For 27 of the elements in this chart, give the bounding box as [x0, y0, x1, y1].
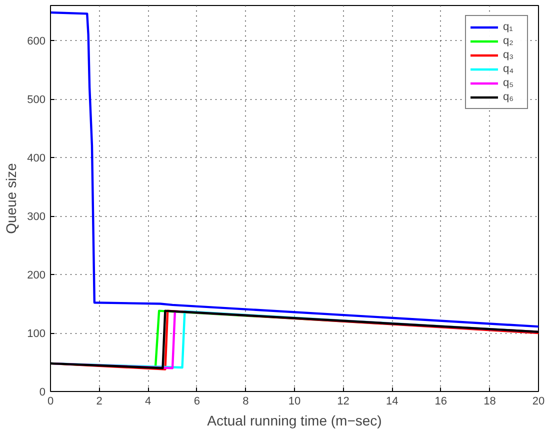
y-tick-label: 200: [27, 270, 46, 282]
legend-label: q₅: [503, 76, 515, 90]
x-tick-label: 8: [242, 396, 249, 408]
x-tick-label: 4: [145, 396, 152, 408]
x-tick-label: 10: [288, 396, 301, 408]
y-tick-label: 300: [27, 211, 46, 224]
line-series: [50, 11, 538, 328]
legend-label: q₆: [503, 90, 515, 104]
x-tick-label: 18: [484, 396, 496, 408]
x-axis-title: Actual running time (m−sec): [207, 412, 382, 428]
x-tick-label: 6: [194, 396, 200, 408]
x-tick-label: 12: [337, 396, 350, 408]
y-tick-label: 0: [39, 386, 46, 398]
x-tick-label: 14: [386, 396, 398, 408]
x-tick-label: 16: [434, 396, 448, 408]
y-tick-label: 600: [27, 36, 46, 48]
legend-label: q₄: [503, 62, 515, 76]
x-tick-label: 20: [532, 396, 545, 408]
x-tick-label: 0: [47, 396, 54, 408]
y-tick-label: 400: [27, 152, 46, 165]
legend-label: q₁: [503, 20, 514, 34]
x-tick-label: 2: [96, 396, 102, 408]
y-tick-label: 500: [27, 94, 46, 106]
legend-label: q₂: [503, 34, 514, 48]
y-tick-label: 100: [27, 328, 46, 340]
y-axis-title: Queue size: [3, 162, 20, 234]
legend-label: q₃: [503, 48, 515, 62]
